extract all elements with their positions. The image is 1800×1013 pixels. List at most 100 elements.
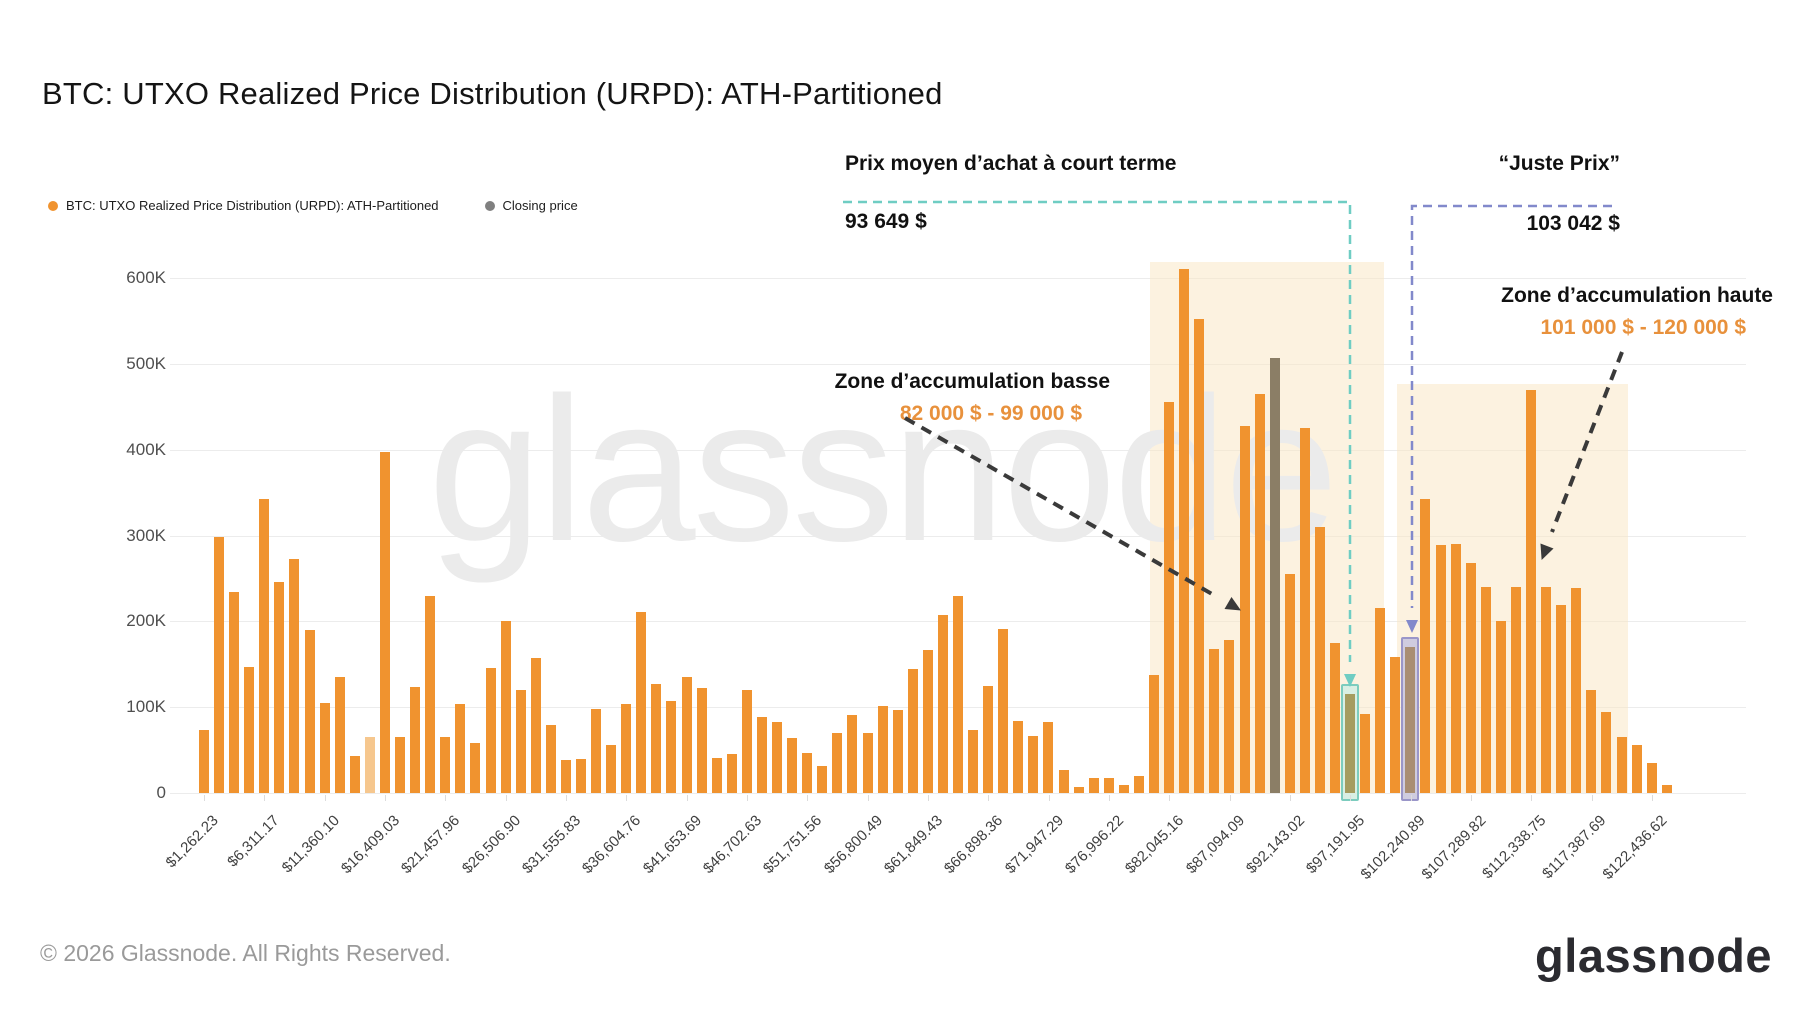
x-tick-mark: [264, 795, 266, 801]
annotation-zone-high-range: 101 000 $ - 120 000 $: [1540, 316, 1746, 339]
x-tick-label: $31,555.83: [518, 812, 585, 878]
y-axis-label: 600K: [126, 268, 166, 288]
annotation-fair-price-value: 103 042 $: [1526, 212, 1620, 235]
bar: [1495, 621, 1506, 793]
annotation-zone-low-title: Zone d’accumulation basse: [834, 370, 1110, 393]
legend-item-urpd[interactable]: BTC: UTXO Realized Price Distribution (U…: [48, 198, 439, 213]
legend: BTC: UTXO Realized Price Distribution (U…: [48, 198, 578, 213]
bar: [651, 683, 662, 793]
bar: [1510, 587, 1521, 793]
y-axis-label: 200K: [126, 611, 166, 631]
bar: [500, 621, 511, 793]
x-tick-mark: [1289, 795, 1291, 801]
bar: [1224, 640, 1235, 793]
x-tick-mark: [445, 795, 447, 801]
bar: [1269, 357, 1280, 793]
bar: [1013, 720, 1024, 793]
bar: [832, 732, 843, 793]
bar: [772, 721, 783, 793]
x-tick-label: $61,849.43: [880, 812, 946, 878]
x-tick-label: $21,457.96: [398, 812, 464, 878]
bar: [1541, 587, 1552, 793]
bar: [349, 756, 360, 793]
bar: [1043, 721, 1054, 793]
x-tick-label: $102,240.89: [1357, 812, 1429, 884]
bar: [1465, 562, 1476, 793]
bar: [364, 737, 375, 793]
bar: [1133, 775, 1144, 793]
x-tick-mark: [1531, 795, 1533, 801]
bar: [1284, 574, 1295, 793]
x-tick-label: $117,387.69: [1539, 812, 1610, 883]
bar: [983, 685, 994, 793]
x-tick-label: $66,898.36: [941, 812, 1007, 878]
bar: [1601, 712, 1612, 793]
x-tick-mark: [1410, 795, 1412, 801]
x-tick-mark: [1048, 795, 1050, 801]
bar: [953, 596, 963, 793]
bar: [1209, 648, 1220, 793]
x-tick-label: $87,094.09: [1182, 812, 1248, 878]
bar: [1314, 526, 1325, 793]
bar: [1375, 608, 1386, 793]
x-tick-label: $6,311.17: [223, 812, 283, 871]
x-tick-mark: [565, 795, 567, 801]
bar: [334, 677, 345, 793]
x-tick-label: $97,191.95: [1303, 812, 1369, 878]
x-tick-label: $56,800.49: [820, 812, 886, 878]
bar: [1103, 778, 1114, 793]
bar: [711, 757, 722, 793]
x-tick-label: $112,338.75: [1479, 812, 1550, 883]
bar: [1480, 587, 1491, 793]
bar: [395, 737, 406, 793]
y-axis-label: 500K: [126, 353, 166, 373]
y-axis-label: 300K: [126, 525, 166, 545]
legend-dot-gray-icon: [484, 200, 495, 211]
x-tick-mark: [807, 795, 809, 801]
bar: [1254, 393, 1265, 793]
x-tick-mark: [746, 795, 748, 801]
x-tick-label: $11,360.10: [278, 812, 343, 877]
bar: [847, 714, 858, 793]
bar: [1028, 736, 1039, 793]
bar: [530, 658, 541, 793]
annotation-zone-high-title: Zone d’accumulation haute: [1501, 284, 1773, 307]
glassnode-logo: glassnode: [1535, 929, 1772, 982]
y-axis-label: 0: [156, 783, 166, 802]
x-tick-label: $76,996.22: [1061, 812, 1127, 878]
x-tick-mark: [927, 795, 929, 801]
x-tick-label: $1,262.23: [162, 812, 223, 872]
x-tick-mark: [1651, 795, 1653, 801]
x-tick-label: $92,143.02: [1242, 812, 1308, 878]
bar: [1299, 428, 1310, 793]
x-tick-label: $16,409.03: [337, 812, 404, 878]
x-tick-label: $71,947.29: [1001, 812, 1067, 878]
bar: [379, 452, 390, 793]
bar: [560, 760, 571, 793]
bar: [907, 668, 918, 793]
x-tick-label: $82,045.16: [1122, 812, 1188, 878]
legend-label-urpd: BTC: UTXO Realized Price Distribution (U…: [66, 198, 439, 213]
bar: [515, 690, 526, 793]
bar: [1345, 694, 1356, 793]
bar: [1179, 269, 1190, 793]
x-tick-mark: [204, 795, 205, 801]
bar: [1360, 714, 1371, 793]
x-tick-mark: [1169, 795, 1171, 801]
bar: [1420, 498, 1431, 793]
x-tick-mark: [1470, 795, 1472, 801]
gridline: [170, 278, 1746, 280]
bar: [817, 765, 828, 793]
bar: [862, 732, 873, 793]
bar: [636, 611, 647, 793]
bar: [1194, 319, 1205, 793]
bar: [1661, 785, 1672, 793]
bar: [696, 688, 707, 793]
legend-dot-orange-icon: [48, 200, 58, 211]
bar: [968, 730, 979, 793]
legend-item-closing-price[interactable]: Closing price: [484, 198, 578, 213]
x-tick-label: $107,289.82: [1417, 812, 1489, 884]
x-tick-mark: [505, 795, 507, 801]
bar: [199, 730, 209, 793]
